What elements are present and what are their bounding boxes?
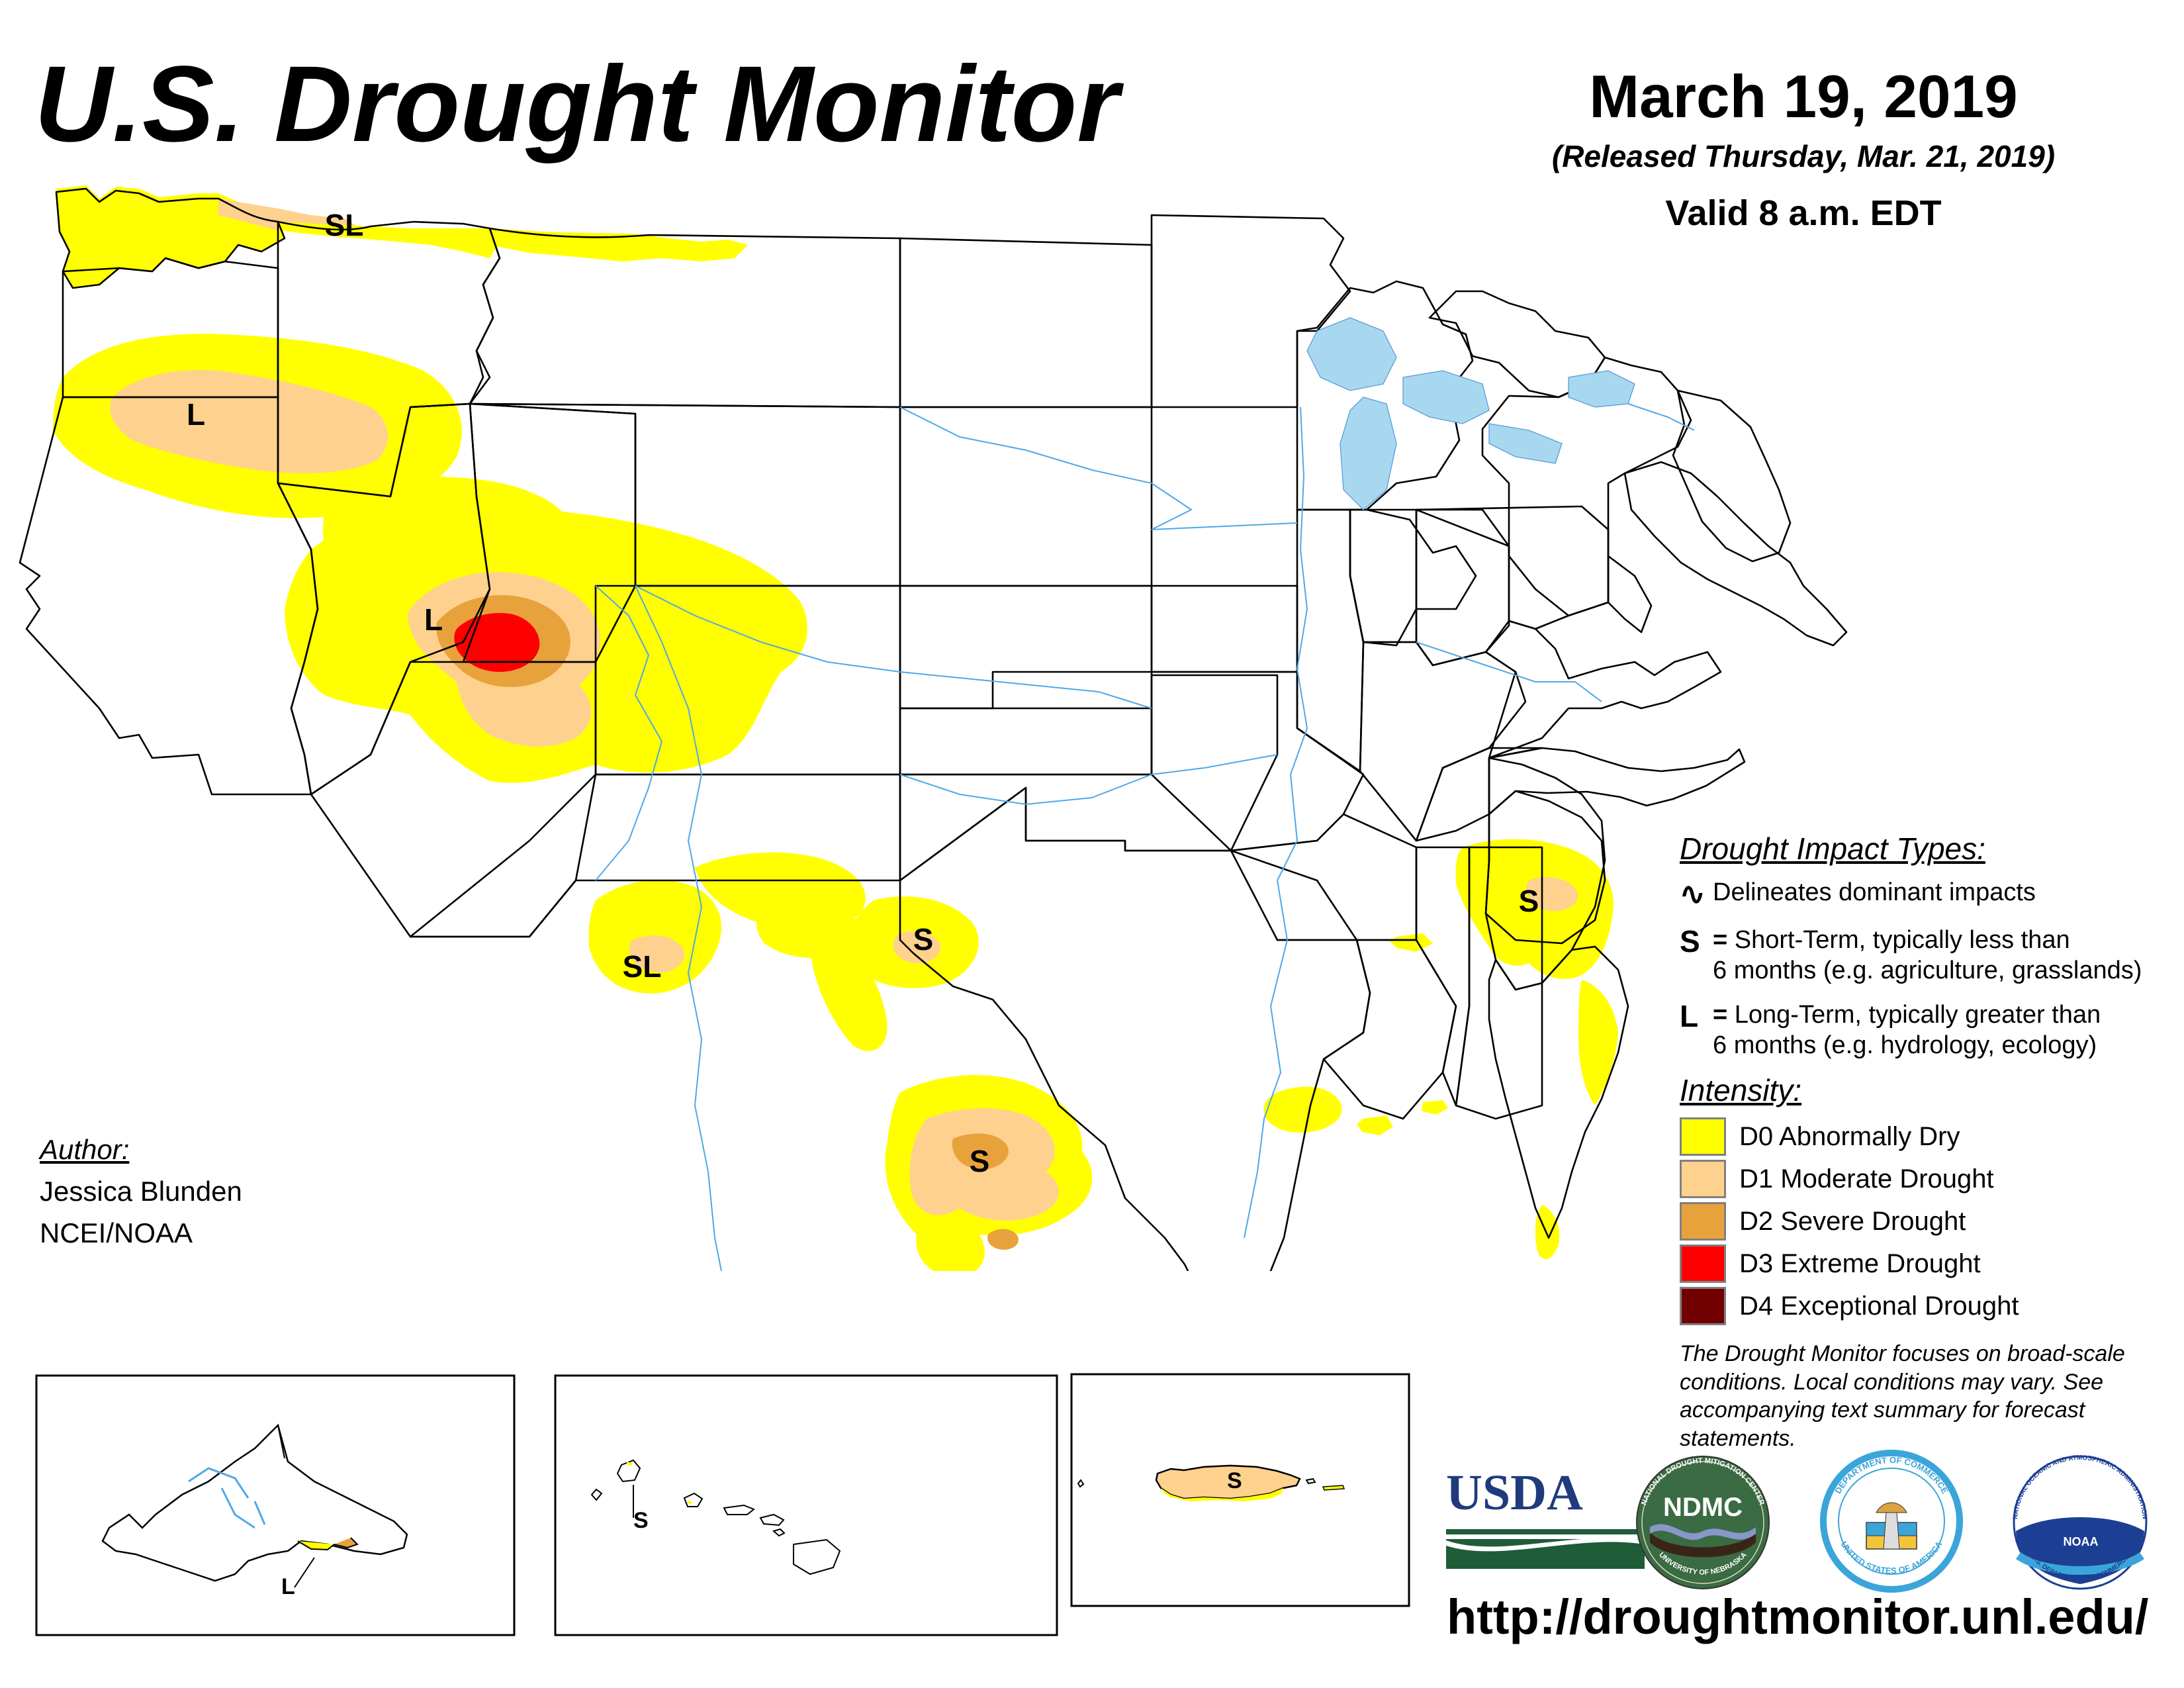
svg-text:S: S xyxy=(913,922,934,957)
svg-text:S: S xyxy=(1227,1468,1242,1493)
svg-text:L: L xyxy=(424,602,443,637)
svg-text:NDMC: NDMC xyxy=(1663,1493,1743,1522)
svg-text:NOAA: NOAA xyxy=(2064,1535,2099,1548)
svg-text:SL: SL xyxy=(623,949,662,984)
svg-text:USDA: USDA xyxy=(1446,1465,1583,1521)
svg-text:S: S xyxy=(970,1144,990,1178)
svg-text:L: L xyxy=(187,397,205,432)
svg-text:SL: SL xyxy=(325,208,364,242)
svg-text:S: S xyxy=(1519,884,1539,918)
